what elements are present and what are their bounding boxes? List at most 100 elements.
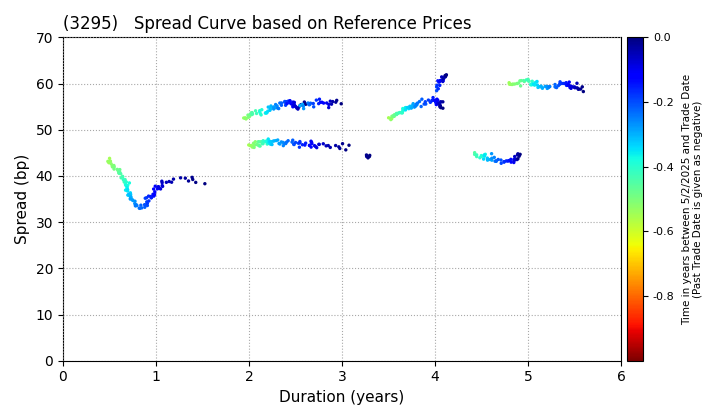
Point <box>304 101 315 108</box>
Point <box>404 103 415 110</box>
Point <box>113 169 125 176</box>
Point <box>147 191 158 198</box>
Point <box>251 141 262 148</box>
Point <box>294 144 305 151</box>
Point <box>290 103 302 110</box>
Point <box>120 178 132 185</box>
Point <box>511 156 523 163</box>
Point <box>523 78 535 84</box>
Point <box>426 97 438 104</box>
Point <box>513 153 525 160</box>
Point <box>469 149 480 156</box>
Point <box>240 115 251 121</box>
Point <box>133 205 145 211</box>
Point <box>400 105 412 111</box>
Point <box>253 138 264 145</box>
Point <box>479 152 490 158</box>
Point <box>269 137 280 144</box>
Point <box>536 83 547 89</box>
Point <box>122 188 133 194</box>
Point <box>434 100 446 107</box>
Point <box>334 145 346 152</box>
Point <box>431 97 442 104</box>
Point <box>562 82 574 89</box>
Point <box>279 99 290 105</box>
Point <box>114 170 125 177</box>
Point <box>539 83 551 90</box>
Point <box>387 113 399 119</box>
Point <box>292 140 304 147</box>
Point <box>274 141 286 147</box>
Point <box>482 157 493 163</box>
Point <box>425 99 436 106</box>
Point <box>440 72 451 79</box>
Point <box>480 151 491 158</box>
Point <box>259 138 271 145</box>
X-axis label: Duration (years): Duration (years) <box>279 390 405 405</box>
Point <box>280 140 292 147</box>
Point <box>255 110 266 117</box>
Point <box>469 151 480 158</box>
Point <box>287 103 299 110</box>
Point <box>309 142 320 149</box>
Point <box>142 202 153 209</box>
Point <box>512 150 523 157</box>
Point <box>271 102 283 109</box>
Point <box>498 159 510 165</box>
Point <box>297 142 308 148</box>
Point <box>251 141 263 148</box>
Point <box>490 158 502 164</box>
Point <box>251 110 262 117</box>
Point <box>410 101 422 108</box>
Point <box>245 111 256 118</box>
Point <box>553 82 564 89</box>
Point <box>281 139 292 145</box>
Point <box>543 84 554 91</box>
Point <box>248 144 260 151</box>
Point <box>127 197 139 204</box>
Point <box>166 179 177 186</box>
Point <box>556 80 567 87</box>
Point <box>409 104 420 110</box>
Point <box>565 83 577 90</box>
Point <box>276 102 287 109</box>
Point <box>512 152 523 158</box>
Point <box>113 168 125 175</box>
Point <box>435 102 446 109</box>
Point <box>325 98 336 105</box>
Point <box>412 100 423 106</box>
Point <box>420 101 431 108</box>
Point <box>148 186 159 192</box>
Point <box>432 100 444 107</box>
Point <box>534 83 546 90</box>
Point <box>121 185 132 192</box>
Point <box>294 139 306 146</box>
Point <box>527 81 539 87</box>
Point <box>155 186 166 192</box>
Point <box>245 142 256 149</box>
Point <box>560 81 572 87</box>
Point <box>385 116 397 123</box>
Point <box>568 84 580 90</box>
Point <box>256 138 267 145</box>
Point <box>437 105 449 112</box>
Point <box>438 75 449 82</box>
Point <box>273 105 284 112</box>
Point <box>522 76 534 83</box>
Point <box>485 156 496 163</box>
Point <box>508 159 520 166</box>
Point <box>507 81 518 87</box>
Point <box>505 159 517 165</box>
Point <box>246 110 257 117</box>
Point <box>486 155 498 162</box>
Point <box>554 81 565 88</box>
Point <box>136 205 148 211</box>
Point <box>139 201 150 208</box>
Point <box>431 96 443 102</box>
Point <box>418 101 430 108</box>
Point <box>361 153 372 160</box>
Point <box>125 193 137 200</box>
Point <box>143 193 154 199</box>
Point <box>391 110 402 117</box>
Point <box>416 96 428 102</box>
